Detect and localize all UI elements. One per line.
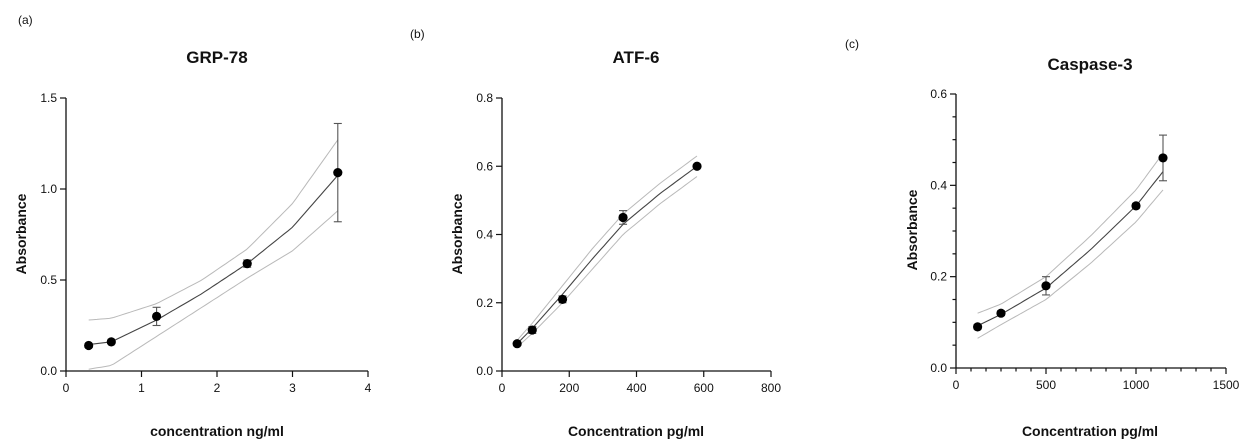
y-axis-label-c: Absorbance [904,189,920,270]
y-tick-label-c: 0.6 [930,87,947,101]
fit-line-c [977,171,1164,327]
chart-title-grp78: GRP-78 [186,48,247,67]
y-tick-label-c: 0.2 [930,270,947,284]
x-axis-label-b: Concentration pg/ml [568,423,704,439]
data-point-c [973,322,983,332]
data-point-b [512,339,522,349]
y-tick-label-c: 0.0 [930,361,947,375]
x-tick-label-a: 4 [365,381,372,395]
confidence-band-upper-b [516,155,698,341]
x-tick-label-b: 600 [694,381,714,395]
fit-line-a [88,174,339,346]
x-tick-label-a: 0 [63,381,70,395]
confidence-band-lower-a [88,210,339,370]
data-point-a [84,340,94,351]
confidence-band-lower-c [977,189,1164,339]
x-axis-label-a: concentration ng/ml [150,423,284,439]
data-point-a [152,311,162,321]
data-point-a [242,259,252,269]
panel-c: (c) Caspase-3 Absorbance Concentration p… [845,37,1240,439]
y-tick-label-a: 0.5 [40,273,57,287]
x-tick-label-a: 3 [289,381,296,395]
data-point-a [333,168,343,178]
data-point-b [618,212,628,223]
y-axis-label-a: Absorbance [13,193,29,274]
data-point-c [1158,153,1168,163]
x-tick-label-b: 400 [626,381,646,395]
data-point-b [527,325,537,335]
plot-area-a: 0 1 2 3 4 0.0 0.5 1.0 1.5 [40,91,371,395]
data-point-b [692,161,702,171]
y-tick-label-b: 0.8 [476,91,493,105]
confidence-band-upper-c [977,153,1164,314]
y-tick-label-c: 0.4 [930,178,947,192]
data-point-b [557,294,568,304]
x-tick-label-c: 1500 [1213,378,1240,392]
data-point-c [996,308,1006,318]
y-tick-label-b: 0.6 [476,159,493,173]
x-tick-label-c: 0 [953,378,960,392]
y-axis-label-b: Absorbance [449,193,465,274]
plot-area-c: 0 500 1000 1500 0.0 0.2 0.4 0.6 [930,87,1239,392]
x-tick-label-a: 2 [214,381,221,395]
panel-label-b: (b) [410,27,425,41]
x-tick-label-c: 1000 [1123,378,1150,392]
data-point-a [106,337,116,347]
x-tick-label-a: 1 [138,381,145,395]
y-tick-label-b: 0.0 [476,364,493,378]
plot-area-b: 0 200 400 600 800 0.0 0.2 0.4 0.6 0.8 [476,91,781,395]
x-tick-label-c: 500 [1036,378,1056,392]
y-tick-label-a: 0.0 [40,364,57,378]
panel-b: (b) ATF-6 Absorbance Concentration pg/ml… [410,27,781,439]
chart-title-caspase3: Caspase-3 [1047,55,1132,74]
panel-label-c: (c) [845,37,859,51]
panel-label-a: (a) [18,13,33,27]
x-tick-label-b: 200 [559,381,579,395]
y-tick-label-b: 0.2 [476,296,493,310]
confidence-band-lower-b [516,176,698,348]
chart-title-atf6: ATF-6 [613,48,660,67]
fit-line-b [516,165,698,345]
x-axis-label-c: Concentration pg/ml [1022,423,1158,439]
panel-a: (a) GRP-78 Absorbance concentration ng/m… [13,13,372,439]
data-point-c [1131,201,1141,211]
y-tick-label-a: 1.0 [40,182,57,196]
data-point-c [1041,281,1051,291]
x-tick-label-b: 0 [499,381,506,395]
x-tick-label-b: 800 [761,381,781,395]
y-tick-label-a: 1.5 [40,91,57,105]
y-tick-label-b: 0.4 [476,228,493,242]
confidence-band-upper-a [88,139,339,321]
